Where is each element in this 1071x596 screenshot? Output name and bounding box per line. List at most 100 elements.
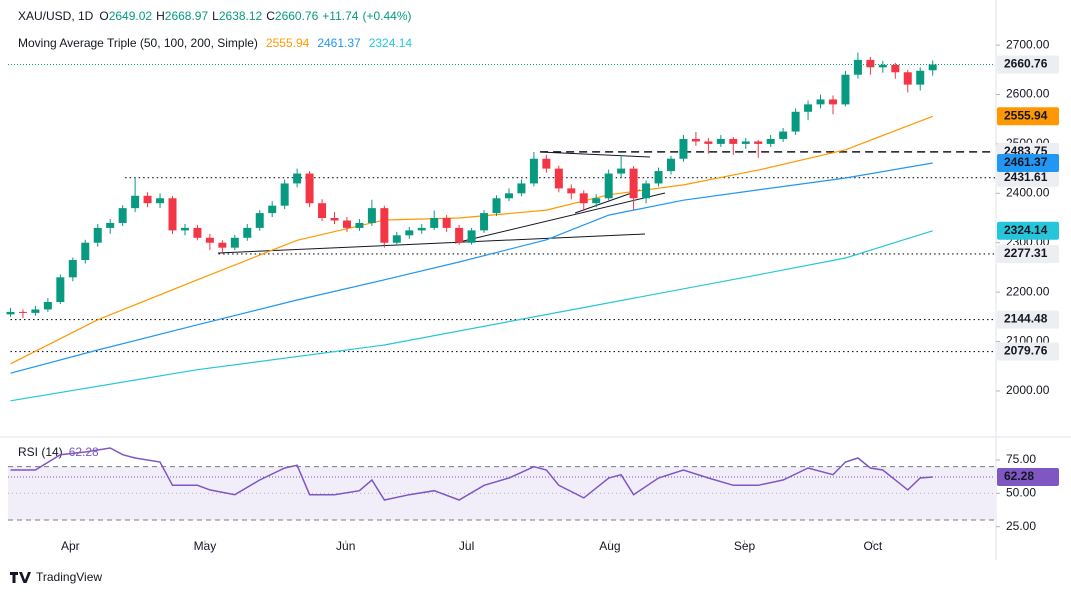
x-tick-label: Aug bbox=[599, 539, 620, 553]
x-tick-label: Apr bbox=[61, 539, 80, 553]
trendline bbox=[454, 192, 666, 244]
candle-body bbox=[928, 64, 937, 71]
candle-body bbox=[853, 59, 862, 75]
candle-body bbox=[131, 195, 140, 209]
price-tag: 2555.94 bbox=[1004, 108, 1048, 122]
candle-body bbox=[442, 218, 451, 228]
symbol: XAU/USD, 1D bbox=[18, 9, 94, 23]
rsi-tick-label: 75.00 bbox=[1006, 452, 1036, 466]
candle-body bbox=[691, 138, 700, 142]
axes: 2000.002100.002200.002300.002400.002500.… bbox=[61, 37, 1050, 553]
candle-body bbox=[106, 222, 115, 228]
price-tag: 2324.14 bbox=[1004, 223, 1048, 237]
candle-body bbox=[629, 168, 638, 199]
trendline bbox=[574, 189, 641, 214]
candle-body bbox=[492, 198, 501, 214]
candle-body bbox=[180, 227, 189, 231]
candle-body bbox=[654, 171, 663, 184]
candle-body bbox=[841, 74, 850, 105]
candle-body bbox=[617, 168, 626, 174]
ma-title: Moving Average Triple (50, 100, 200, Sim… bbox=[18, 36, 258, 50]
candle-body bbox=[704, 141, 713, 144]
candle-body bbox=[268, 205, 277, 214]
candle-body bbox=[68, 260, 77, 278]
price-tag: 2144.48 bbox=[1004, 312, 1048, 326]
candle-body bbox=[679, 138, 688, 159]
price-tag-bg bbox=[997, 153, 1059, 172]
ohlc-label: L bbox=[212, 9, 219, 23]
candle-body bbox=[417, 227, 426, 231]
candle-body bbox=[517, 183, 526, 194]
brand-name: TradingView bbox=[36, 570, 102, 584]
price-tag: 62.28 bbox=[1004, 469, 1034, 483]
ohlc-label: H bbox=[156, 9, 165, 23]
candle-body bbox=[754, 141, 763, 144]
rsi-title: RSI (14) bbox=[18, 445, 63, 459]
price-tag: 2461.37 bbox=[1004, 155, 1048, 169]
candle-body bbox=[31, 309, 40, 313]
y-tick-label: 2200.00 bbox=[1006, 284, 1050, 298]
candle-body bbox=[318, 203, 327, 219]
candle-body bbox=[716, 138, 725, 144]
candle-body bbox=[779, 131, 788, 139]
legend-line: XAU/USD, 1D O2649.02 H2668.97 L2638.12 C2660… bbox=[18, 9, 411, 23]
plot bbox=[6, 52, 995, 521]
candle-body bbox=[866, 59, 875, 68]
price-tag-bg bbox=[997, 221, 1059, 240]
change-pct: (+0.44%) bbox=[362, 9, 411, 23]
ma-line bbox=[10, 230, 933, 402]
candle-body bbox=[554, 168, 563, 189]
ma-legend: Moving Average Triple (50, 100, 200, Sim… bbox=[18, 36, 412, 50]
y-tick-label: 2400.00 bbox=[1006, 185, 1050, 199]
price-tags: 2483.752431.612277.312144.482079.762555.… bbox=[997, 55, 1059, 486]
rsi-tick-label: 50.00 bbox=[1006, 486, 1036, 500]
ohlc-value: 2649.02 bbox=[109, 9, 153, 23]
candle-body bbox=[193, 227, 202, 238]
candle-body bbox=[666, 158, 675, 172]
ohlc-label: C bbox=[266, 9, 275, 23]
candle-body bbox=[504, 193, 513, 199]
price-tag-bg bbox=[997, 467, 1059, 486]
candle-body bbox=[367, 208, 376, 223]
x-tick-label: Jun bbox=[336, 539, 355, 553]
candle-body bbox=[43, 302, 52, 310]
candle-body bbox=[355, 222, 364, 228]
price-tag-bg bbox=[997, 244, 1059, 263]
candle-body bbox=[18, 311, 27, 313]
ohlc-value: 2660.76 bbox=[275, 9, 319, 23]
candle-body bbox=[567, 188, 576, 194]
trendline bbox=[217, 233, 646, 254]
candle-body bbox=[529, 158, 538, 184]
change: +11.74 bbox=[322, 9, 358, 23]
ohlc-value: 2668.97 bbox=[165, 9, 209, 23]
price-tag: 2660.76 bbox=[1004, 57, 1048, 71]
trendline bbox=[539, 151, 651, 158]
x-tick-label: Oct bbox=[864, 539, 883, 553]
candle-body bbox=[741, 141, 750, 144]
price-tag: 2277.31 bbox=[1004, 246, 1048, 260]
ohlc-value: 2638.12 bbox=[219, 9, 263, 23]
logo bbox=[10, 572, 31, 583]
candle-body bbox=[878, 64, 887, 68]
candle-body bbox=[293, 173, 302, 184]
price-tag-bg bbox=[997, 107, 1059, 126]
candle-body bbox=[6, 311, 15, 315]
candle-body bbox=[330, 218, 339, 221]
candle-body bbox=[392, 235, 401, 243]
price-tag-bg bbox=[997, 310, 1059, 329]
candle-body bbox=[804, 104, 813, 112]
brand: TradingView bbox=[10, 570, 102, 584]
candle-body bbox=[56, 277, 65, 303]
candle-body bbox=[405, 230, 414, 236]
candle-body bbox=[542, 158, 551, 169]
candle-body bbox=[729, 138, 738, 144]
y-tick-label: 2600.00 bbox=[1006, 87, 1050, 101]
candle-body bbox=[342, 220, 351, 228]
price-tag-bg bbox=[997, 55, 1059, 74]
ma-line bbox=[10, 162, 933, 374]
y-tick-label: 2000.00 bbox=[1006, 383, 1050, 397]
candle-body bbox=[816, 99, 825, 105]
candle-body bbox=[243, 227, 252, 238]
rsi-tick-label: 25.00 bbox=[1006, 519, 1036, 533]
